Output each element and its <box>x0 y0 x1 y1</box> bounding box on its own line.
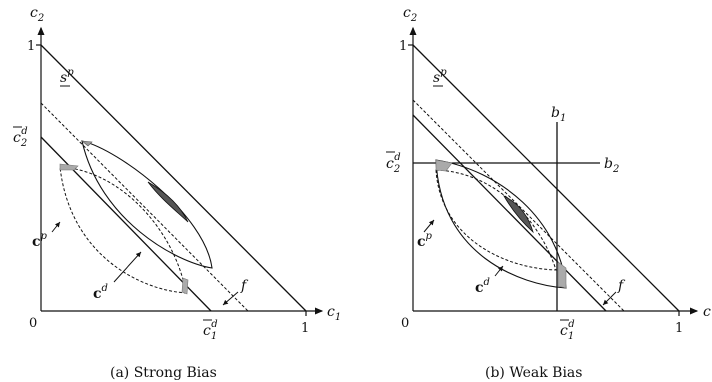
x-axis-label: c1 <box>327 304 341 323</box>
budget-line-outer <box>412 44 680 312</box>
y-one-label: 1 <box>399 39 407 54</box>
b1-label: b1 <box>551 105 566 124</box>
sp-label: sp <box>433 67 447 86</box>
sp-label: sp <box>60 67 74 86</box>
cp-label: cp <box>417 231 433 250</box>
c1d-label: c1d <box>560 319 575 342</box>
cp-arrow <box>423 219 435 233</box>
x-one-label: 1 <box>675 321 683 336</box>
cd-label: cd <box>93 283 108 302</box>
shaded-region-a4 <box>181 277 189 295</box>
x-one-label: 1 <box>301 321 309 336</box>
cd-arrow <box>494 265 504 277</box>
x-axis-label: c <box>703 304 711 320</box>
origin-label: 0 <box>29 316 37 331</box>
shaded-region-b2 <box>435 159 453 172</box>
caption-b: (b) Weak Bias <box>485 365 582 381</box>
f-label: f <box>617 278 626 294</box>
c2d-label: c2d <box>386 152 401 175</box>
shaded-region-a1 <box>147 181 189 223</box>
sp-dashed-line <box>40 102 249 312</box>
caption-a: (a) Strong Bias <box>110 365 217 381</box>
b2-label: b2 <box>604 156 619 175</box>
c1d-label: c1d <box>203 319 218 342</box>
cd-label: cd <box>475 277 490 296</box>
panel-weak-bias: c2 c 1 1 0 sp c2d c1d b1 b2 cp cd f (b) … <box>386 5 711 381</box>
shaded-region-b3 <box>557 261 567 289</box>
f-arrow <box>222 291 239 306</box>
origin-label: 0 <box>401 316 409 331</box>
cd-lens <box>81 140 213 269</box>
c2d-label: c2d <box>13 126 28 149</box>
f-arrow <box>602 291 617 306</box>
cd-line <box>412 114 607 312</box>
shaded-region-a3 <box>59 163 79 171</box>
cp-label: cp <box>32 231 48 250</box>
y-one-label: 1 <box>27 39 35 54</box>
f-label: f <box>240 278 249 294</box>
y-axis-label: c2 <box>30 5 44 24</box>
shaded-region-b1 <box>502 195 534 234</box>
shaded-region-a2 <box>81 140 93 147</box>
cp-arrow <box>51 221 61 233</box>
cp-lens <box>435 169 557 271</box>
cd-arrow <box>113 251 142 283</box>
y-axis-label: c2 <box>403 5 417 24</box>
panel-strong-bias: c2 c1 1 1 0 sp c2d c1d cp cd f (a) Stron… <box>13 5 341 381</box>
budget-line-outer <box>40 44 307 312</box>
